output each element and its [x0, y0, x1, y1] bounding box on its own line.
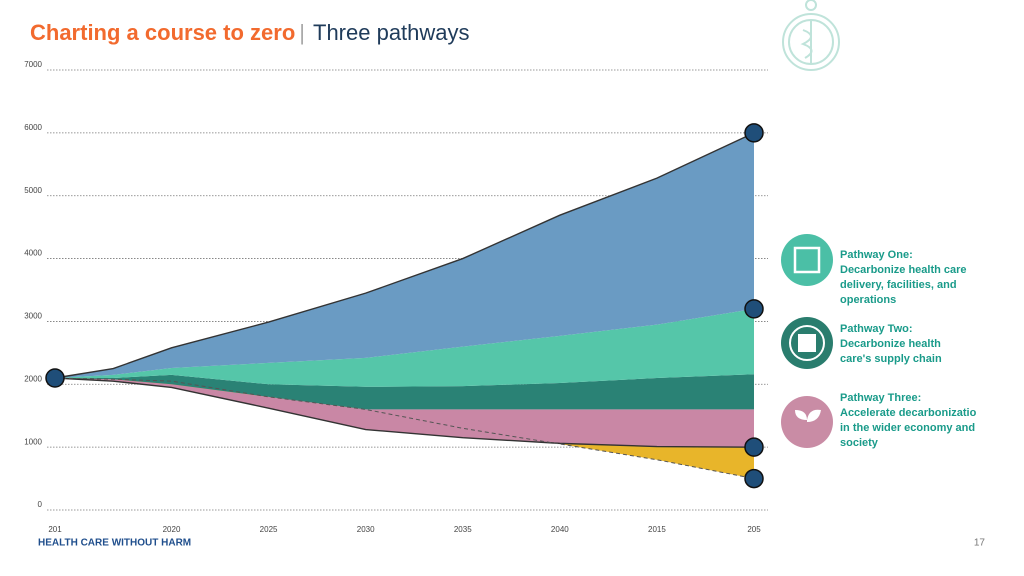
area-band — [55, 378, 754, 448]
icon-shape — [789, 325, 825, 361]
x-tick-label: 2030 — [357, 525, 375, 534]
x-tick-label: 205 — [747, 525, 761, 534]
pathway-icon — [781, 234, 833, 286]
area-band — [55, 308, 754, 387]
pathway-text: Pathway Two: — [840, 323, 913, 335]
pathway-text: Decarbonize health — [840, 338, 941, 350]
pathway-text: care's supply chain — [840, 353, 942, 365]
marker — [45, 368, 65, 388]
annotations: Pathway One: Decarbonize health care deliv… — [781, 234, 983, 449]
logo — [782, 0, 840, 71]
icon-shape — [795, 409, 821, 434]
series-line — [54, 377, 755, 448]
y-tick-label: 5000 — [24, 186, 42, 195]
pathway-text: society — [840, 437, 879, 449]
pathway-text: Accelerate decarbonization — [840, 407, 983, 419]
y-tick-label: 3000 — [24, 312, 42, 321]
x-tick-label: 2035 — [454, 525, 472, 534]
y-tick-label: 6000 — [24, 123, 42, 132]
series-line — [54, 377, 755, 480]
pathway-text: delivery, facilities, and — [840, 279, 957, 291]
area-band — [55, 374, 754, 410]
pathway-icon — [781, 396, 833, 448]
y-tick-label: 7000 — [24, 60, 42, 69]
footer: HEALTH CARE WITHOUT HARM — [38, 538, 191, 549]
pathway-text: in the wider economy and — [840, 422, 975, 434]
marker — [744, 468, 764, 489]
x-tick-label: 2020 — [163, 525, 181, 534]
icon-shape — [793, 246, 821, 274]
y-tick-label: 4000 — [24, 249, 42, 258]
x-tick-label: 2025 — [260, 525, 278, 534]
icon-shape — [798, 334, 816, 352]
pathway-text: operations — [840, 294, 896, 306]
slide-title: Charting a course to zero — [30, 20, 295, 45]
pathway-text: Pathway One: — [840, 249, 913, 261]
area-band — [55, 132, 754, 378]
marker — [744, 299, 764, 319]
chart: 0 1000 2000 3000 4000 5000 6000 7000 201 2020 2025… — [24, 60, 768, 534]
pathway-text: Decarbonize health care — [840, 264, 967, 276]
pathway-text: Pathway Three: — [840, 392, 921, 404]
title-separator: | — [299, 20, 305, 45]
x-tick-label: 201 — [48, 525, 62, 534]
y-tick-label: 2000 — [24, 374, 42, 383]
marker — [744, 437, 764, 457]
y-tick-label: 1000 — [24, 437, 42, 446]
slide-subtitle: Three pathways — [313, 20, 470, 45]
marker — [744, 123, 764, 143]
series-line — [54, 132, 755, 379]
x-tick-label: 2015 — [648, 525, 666, 534]
y-tick-label: 0 — [38, 500, 43, 509]
x-tick-label: 2040 — [551, 525, 569, 534]
page-number: 17 — [974, 538, 986, 549]
